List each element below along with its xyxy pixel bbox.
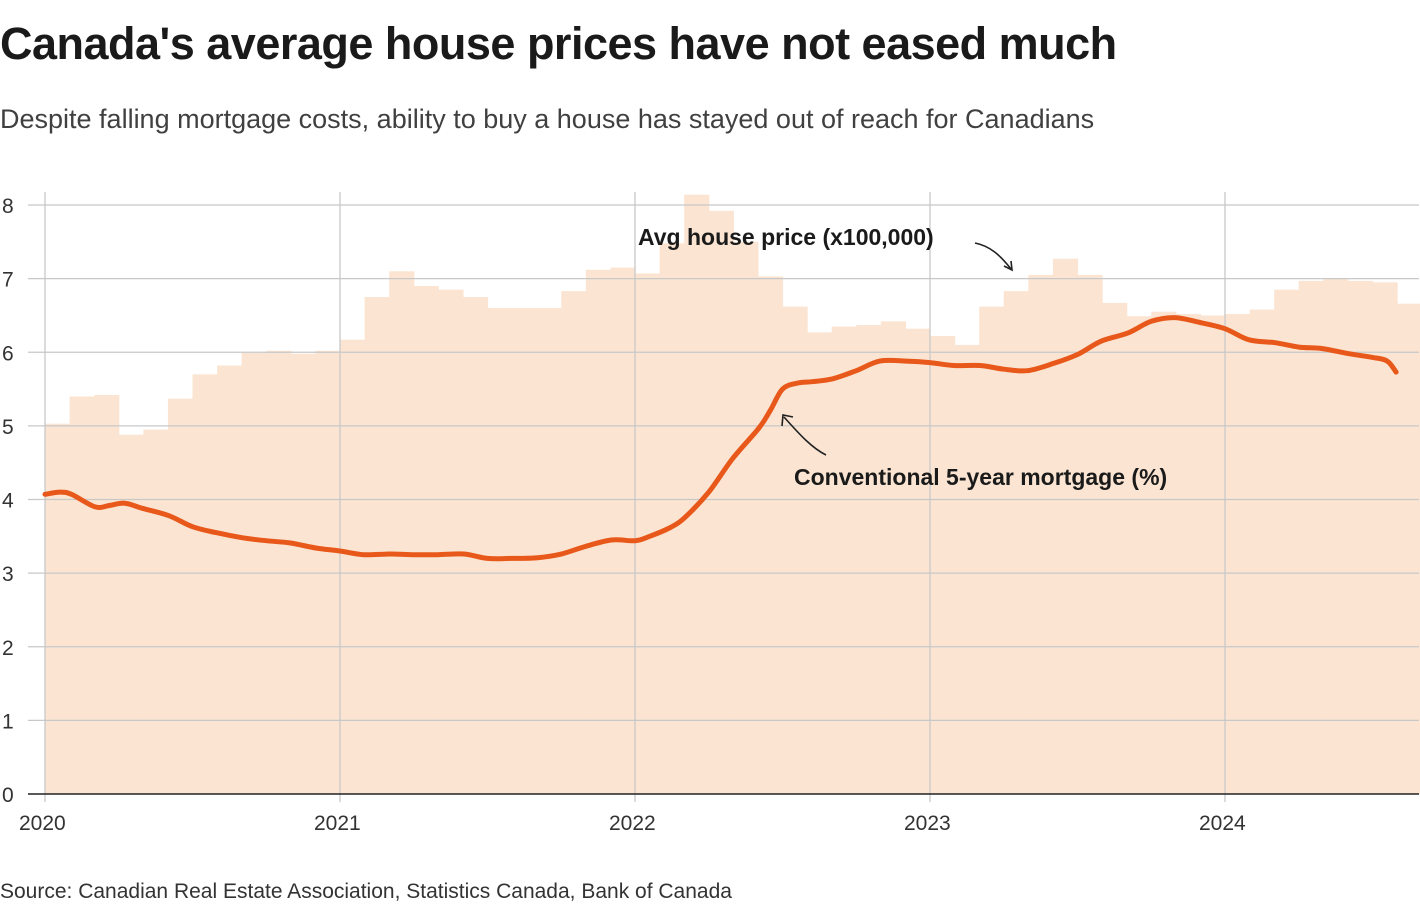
y-tick-label: 4 [2,490,14,513]
house-price-bar [340,339,366,794]
y-tick-label: 5 [2,416,14,439]
house-price-bar [536,308,562,794]
house-price-bar [831,326,857,794]
y-tick-label: 0 [2,784,14,807]
x-tick-label: 2024 [1199,812,1246,835]
house-price-bar [94,394,120,794]
y-tick-label: 6 [2,342,14,365]
house-price-bar [1249,309,1275,794]
house-price-bars [45,194,1420,795]
house-price-bar [733,241,759,794]
house-price-bar [708,210,734,794]
annotation-mortgage: Conventional 5-year mortgage (%) [794,464,1167,490]
house-price-bar [266,350,292,794]
house-price-bar [315,350,341,794]
x-tick-label: 2022 [609,812,656,835]
source-note: Source: Canadian Real Estate Association… [0,880,732,903]
house-price-bar [1347,280,1374,794]
annotations: Avg house price (x100,000) Conventional … [638,224,1167,490]
house-price-bar [1052,258,1079,795]
y-tick-label: 7 [2,269,14,292]
house-price-bar [1298,280,1324,794]
house-price-bar [364,297,390,794]
house-price-bar [143,429,169,794]
house-price-bar [1077,274,1103,795]
house-price-bar [930,336,956,794]
house-price-bar [1028,274,1054,795]
mortgage-line [42,315,1399,562]
house-price-bar [192,374,218,794]
grid: 0 1 2 3 4 5 6 7 8 2020 2021 2022 2023 2024 [2,192,1419,835]
house-price-bar [1225,313,1251,794]
x-tick-label: 2023 [904,812,951,835]
house-price-bar [1126,316,1152,794]
y-tick-label: 8 [2,195,14,218]
y-tick-label: 3 [2,563,14,586]
house-price-bar [45,423,71,794]
chart: 0 1 2 3 4 5 6 7 8 2020 2021 2022 2023 2024 Avg house … [2,192,1420,835]
x-tick-label: 2021 [314,812,361,835]
house-price-bar [757,276,784,794]
house-price-bar [487,308,513,794]
annotation-house-price-arrow [974,242,1012,270]
annotation-mortgage-arrowhead [781,414,794,427]
annotation-house-price-arrowhead [1003,260,1013,272]
house-price-bar [217,365,243,794]
house-price-bar [1102,302,1128,794]
house-price-bar [610,267,636,794]
house-price-bar [1274,289,1300,794]
house-price-bar [880,321,907,794]
house-price-bar [585,269,612,794]
house-price-bar [118,434,144,794]
y-tick-label: 2 [2,637,14,660]
house-price-bar [512,308,538,794]
house-price-bar [1175,313,1202,794]
house-price-bar [1200,315,1226,794]
house-price-bar [856,325,882,794]
house-price-bar [1151,311,1177,794]
house-price-bar [290,353,317,794]
annotation-mortgage-arrow [783,416,827,456]
house-price-bar [1003,291,1029,794]
annotation-house-price: Avg house price (x100,000) [638,224,934,250]
house-price-bar [167,398,194,794]
mortgage-rate-line [42,315,1399,562]
house-price-bar [954,344,980,794]
house-price-bar [462,297,489,794]
y-tick-label: 1 [2,710,14,733]
house-price-bar [1323,278,1349,794]
house-price-bar [979,306,1005,794]
house-price-bar [438,289,464,794]
house-price-bar [413,285,439,794]
house-price-bar [389,271,415,794]
house-price-bar [69,396,95,794]
page-subtitle: Despite falling mortgage costs, ability … [0,104,1095,134]
page-title: Canada's average house prices have not e… [0,18,1117,69]
house-price-bar [905,328,931,794]
house-price-bar [561,291,587,794]
x-tick-label: 2020 [19,812,66,835]
house-price-bar [807,332,833,794]
